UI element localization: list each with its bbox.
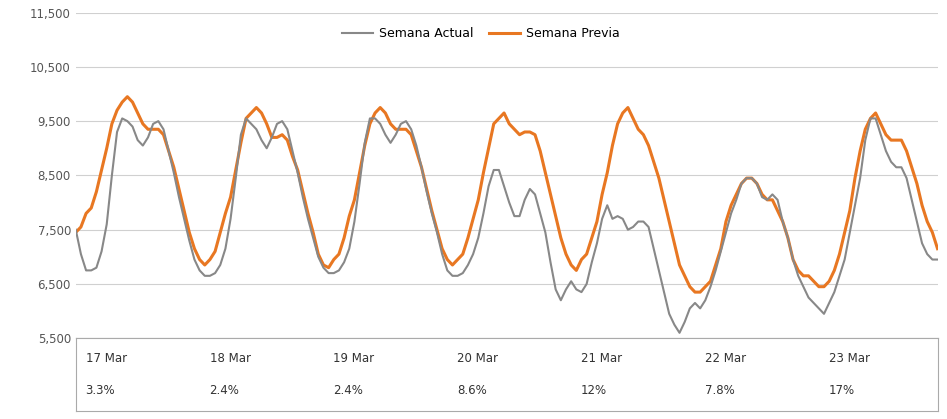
Text: 18 Mar: 18 Mar bbox=[209, 352, 251, 365]
Text: 23 Mar: 23 Mar bbox=[829, 352, 869, 365]
Text: 8.6%: 8.6% bbox=[457, 384, 487, 397]
Text: 2.4%: 2.4% bbox=[333, 384, 364, 397]
Text: 2.4%: 2.4% bbox=[209, 384, 240, 397]
Text: 17 Mar: 17 Mar bbox=[85, 352, 127, 365]
Text: 17%: 17% bbox=[829, 384, 855, 397]
Text: 3.3%: 3.3% bbox=[85, 384, 116, 397]
Text: 19 Mar: 19 Mar bbox=[333, 352, 374, 365]
Text: 21 Mar: 21 Mar bbox=[581, 352, 622, 365]
Text: 7.8%: 7.8% bbox=[705, 384, 735, 397]
Text: 12%: 12% bbox=[581, 384, 607, 397]
Text: 20 Mar: 20 Mar bbox=[457, 352, 498, 365]
Text: 22 Mar: 22 Mar bbox=[705, 352, 746, 365]
Legend: Semana Actual, Semana Previa: Semana Actual, Semana Previa bbox=[337, 22, 625, 45]
